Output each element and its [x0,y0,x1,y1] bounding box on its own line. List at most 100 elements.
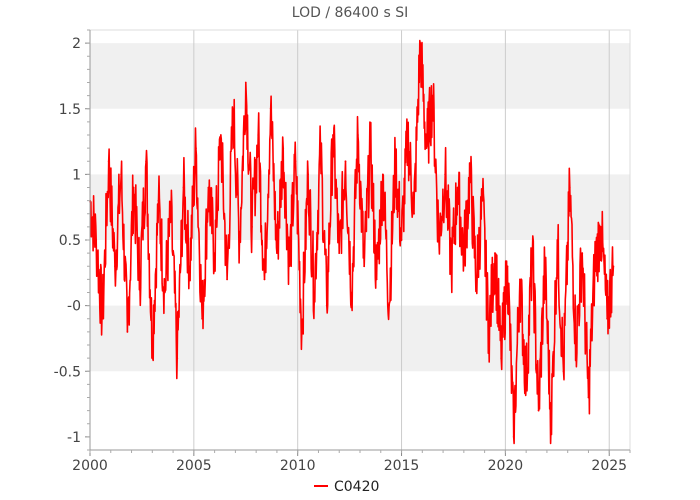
x-tick-label: 2005 [176,458,212,474]
data-point [462,252,465,255]
data-point [294,160,297,163]
data-point [157,199,160,202]
data-point [431,94,434,97]
data-point [550,422,552,425]
data-point [182,186,185,189]
data-point [413,212,415,215]
data-point [138,278,141,281]
data-point [438,239,440,241]
data-point [201,317,204,320]
data-point [531,252,534,255]
data-point [101,317,104,320]
data-point [357,134,359,136]
data-point [238,239,241,241]
y-tick-label: -0 [67,299,81,315]
data-point [406,134,409,136]
data-point [244,81,247,84]
data-point [450,265,453,268]
data-point [363,265,366,268]
data-point [188,265,191,268]
data-point [344,160,347,163]
data-point [375,278,378,281]
data-point [120,173,123,176]
data-point [126,330,129,333]
data-point [232,107,235,110]
data-point [107,160,110,163]
data-point [350,291,353,294]
data-point [219,134,222,136]
data-point [307,173,309,176]
data-point [388,304,390,307]
data-point [282,147,285,150]
data-point [319,147,322,150]
data-point [481,199,484,202]
data-point [562,370,565,373]
y-tick-label: 2 [72,36,81,52]
data-point [300,330,303,333]
legend-label: C0420 [334,479,379,495]
data-point [394,160,397,163]
data-point [269,107,272,110]
data-point [400,239,403,241]
x-tick-label: 2015 [384,458,420,474]
data-point [151,344,154,346]
y-axis: 2 1.5 1 0.5 -0 -0.5 -1 [54,29,91,451]
data-point [338,252,341,255]
data-point [587,396,590,399]
data-point [381,173,384,176]
data-point [226,278,228,281]
data-point [332,134,334,136]
data-point [276,252,278,255]
data-point [519,278,521,281]
data-point [207,186,210,189]
data-point [537,409,540,412]
y-tick-label: -1 [67,430,81,446]
data-point [257,134,260,136]
data-point [176,357,179,360]
data-point [263,278,266,281]
data-point [288,265,291,268]
data-point [568,186,571,189]
data-point [456,186,459,189]
data-point [600,225,602,228]
data-point [525,383,528,386]
x-tick-label: 2025 [591,458,627,474]
data-point [612,265,615,268]
data-point [213,252,216,255]
y-tick-label: -0.5 [54,364,81,380]
background-band [90,43,630,109]
data-point [163,291,166,294]
data-point [369,147,372,150]
y-tick-label: 1.5 [59,102,81,118]
data-point [487,330,490,333]
data-point [581,252,584,255]
x-axis: 2000 2005 2010 2015 2020 2025 [72,449,631,474]
y-tick-label: 1 [72,167,81,183]
data-point [506,265,509,268]
data-point [132,186,135,189]
data-point [145,160,147,163]
data-point [593,265,596,268]
data-point [512,435,515,438]
data-point [556,239,559,241]
data-point [325,304,328,307]
data-point [419,42,422,45]
data-point [475,278,478,281]
data-point [606,317,609,320]
data-point [469,173,471,176]
legend[interactable]: C0420 [314,479,379,495]
data-point [444,173,447,176]
data-point [494,252,496,255]
chart-title: LOD / 86400 s SI [292,5,408,21]
x-tick-label: 2010 [280,458,316,474]
data-point [95,239,98,241]
data-point [500,357,503,360]
data-point [313,291,316,294]
data-point [114,265,116,268]
data-point [425,147,428,150]
data-point [251,225,253,228]
x-tick-label: 2020 [488,458,524,474]
data-point [575,344,577,346]
data-point [195,147,197,150]
